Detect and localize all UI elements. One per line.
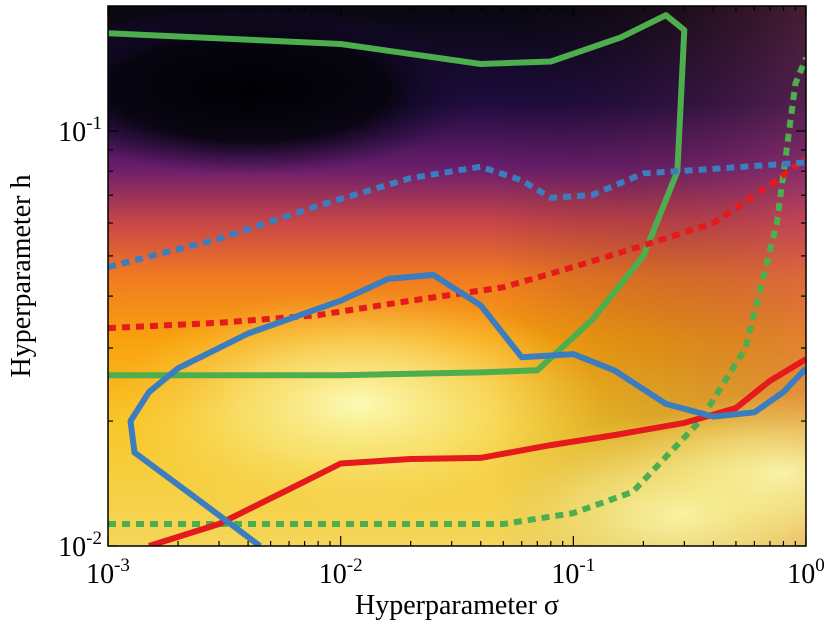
x-tick-label: 10-2 bbox=[319, 555, 363, 590]
y-axis-label: Hyperparameter h bbox=[6, 175, 37, 378]
heatmap-dark-region bbox=[108, 6, 480, 175]
y-tick-label: 10-1 bbox=[58, 113, 102, 148]
x-tick-label: 100 bbox=[787, 555, 825, 590]
plot-frame bbox=[107, 5, 807, 547]
x-axis-label: Hyperparameter σ bbox=[355, 590, 559, 621]
contour-line-blue-dotted bbox=[108, 159, 806, 270]
contour-line-blue-solid bbox=[127, 271, 806, 546]
contour-line-green-solid bbox=[108, 12, 688, 379]
x-tick-label: 10-3 bbox=[86, 555, 130, 590]
contour-lines bbox=[108, 12, 806, 546]
x-tick-label: 10-1 bbox=[551, 555, 595, 590]
contour-line-green-dotted bbox=[108, 56, 806, 527]
y-tick-label: 10-2 bbox=[58, 528, 102, 563]
plot-area bbox=[108, 6, 806, 546]
contour-line-red-dotted bbox=[108, 155, 806, 332]
contour-line-red-solid bbox=[148, 356, 806, 546]
